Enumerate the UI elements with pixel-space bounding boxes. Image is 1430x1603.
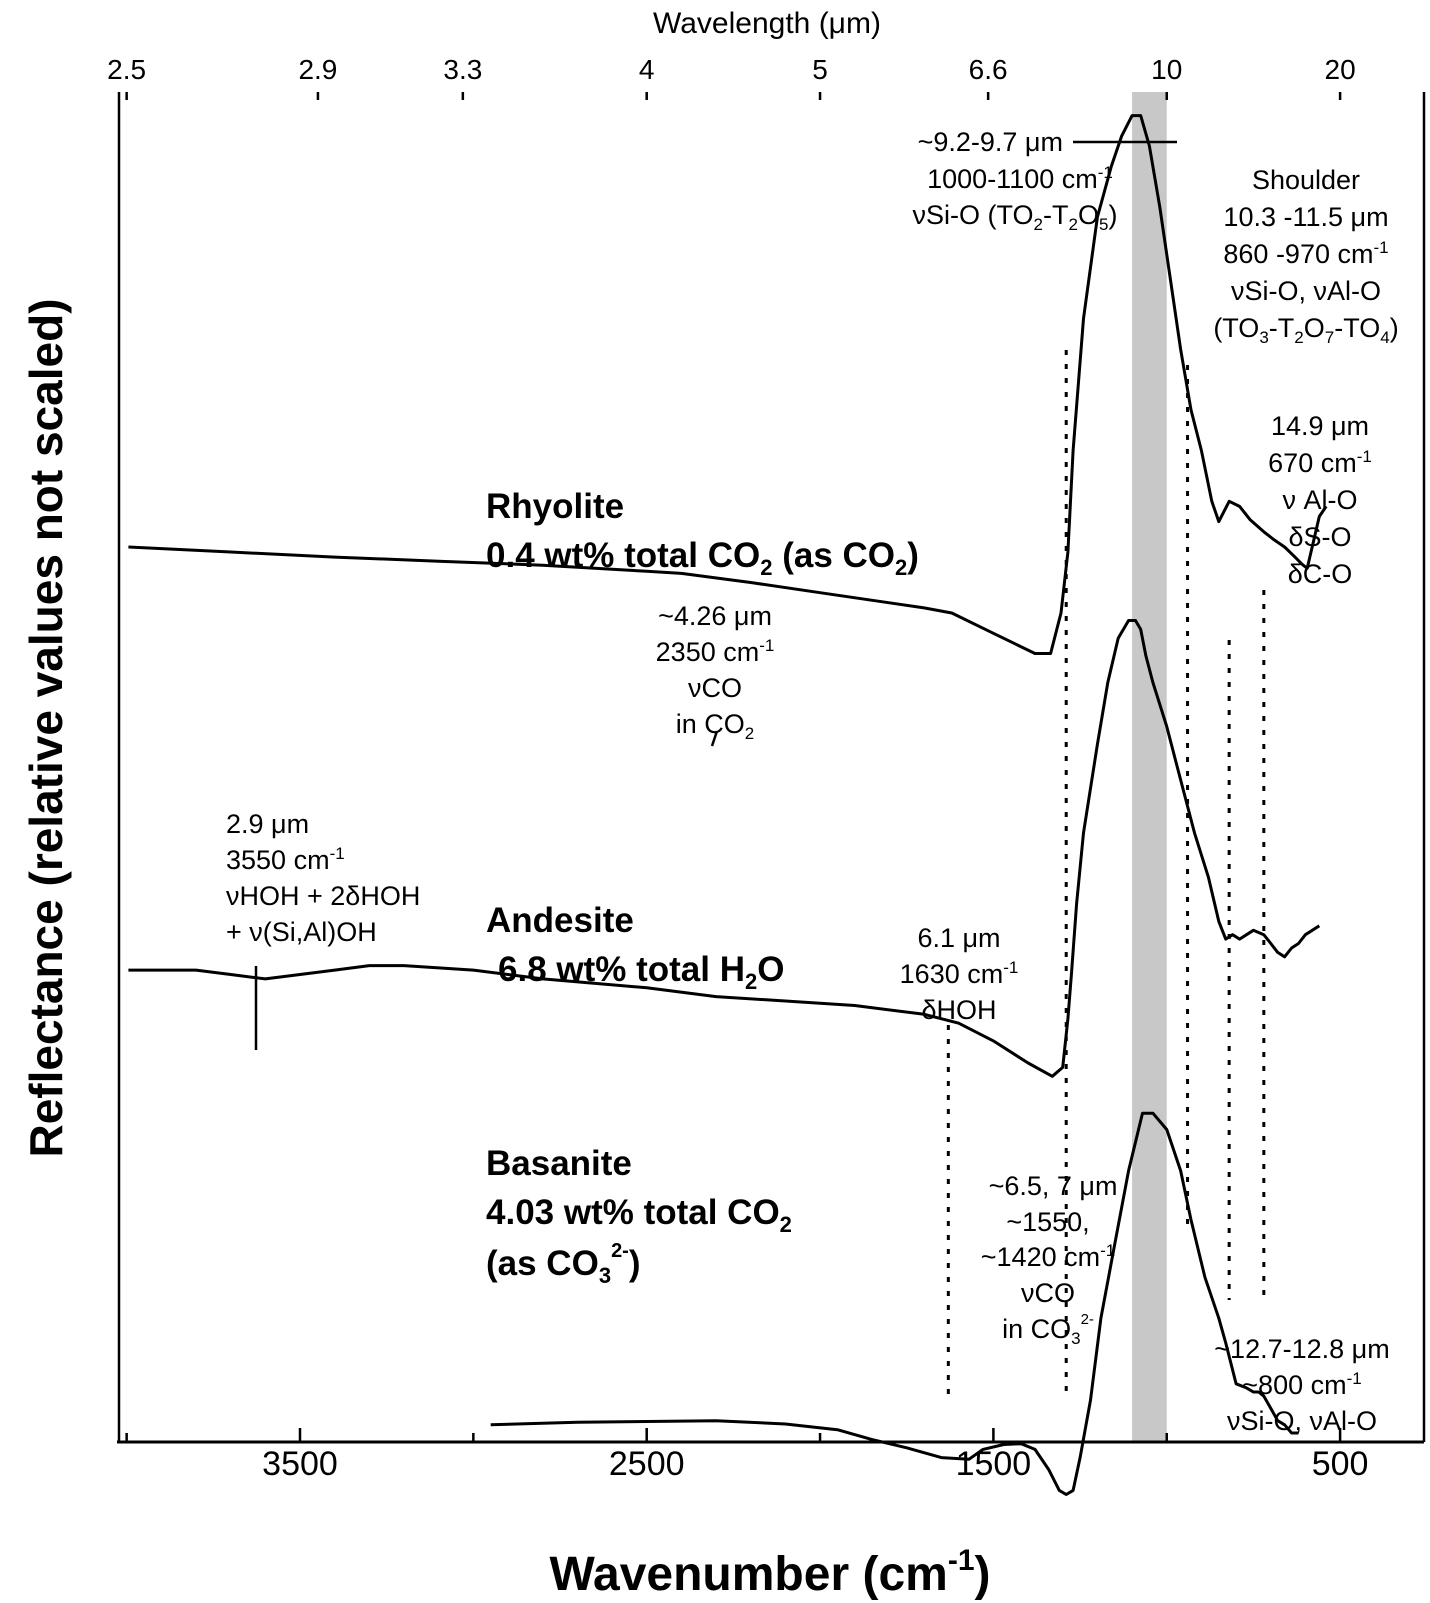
svg-text:Basanite: Basanite (486, 1144, 632, 1183)
svg-text:νCO: νCO (1021, 1278, 1075, 1308)
marker-lines (946, 350, 1266, 1400)
svg-text:~6.5, 7 μm: ~6.5, 7 μm (989, 1171, 1118, 1201)
x2-tick-label-20: 20 (1325, 54, 1356, 85)
svg-text:Andesite: Andesite (486, 901, 634, 940)
x-tick-label-3500: 3500 (262, 1445, 338, 1483)
svg-text:670 cm-1: 670 cm-1 (1268, 447, 1372, 478)
svg-text:~9.2-9.7 μm: ~9.2-9.7 μm (918, 127, 1063, 157)
x-tick-label-500: 500 (1312, 1445, 1369, 1483)
svg-text:δHOH: δHOH (921, 995, 996, 1025)
svg-text:νHOH + 2δHOH: νHOH + 2δHOH (226, 881, 420, 911)
svg-text:δC-O: δC-O (1288, 559, 1353, 589)
svg-text:νCO: νCO (688, 673, 742, 703)
svg-text:~4.26 μm: ~4.26 μm (658, 601, 772, 631)
svg-text:1630 cm-1: 1630 cm-1 (900, 958, 1019, 989)
svg-text:νSi-O, νAl-O: νSi-O, νAl-O (1231, 276, 1381, 306)
x-ticks-top: 2.5 2.9 3.3 4 5 6.6 10 20 (107, 54, 1356, 100)
shaded-band-1000-1100 (1132, 92, 1167, 1442)
svg-text:~12.7-12.8 μm: ~12.7-12.8 μm (1214, 1334, 1389, 1364)
series-basanite (490, 1111, 1299, 1496)
x2-tick-label-2.9: 2.9 (298, 54, 337, 85)
svg-text:4.03 wt% total CO2: 4.03 wt% total CO2 (486, 1193, 792, 1237)
x2-tick-label-6.6: 6.6 (969, 54, 1008, 85)
svg-text:14.9 μm: 14.9 μm (1271, 411, 1369, 441)
x-axis-title: Wavenumber (cm-1) (550, 1544, 991, 1601)
svg-text:2350 cm-1: 2350 cm-1 (656, 636, 775, 667)
svg-text:in CO32-: in CO32- (1002, 1311, 1094, 1348)
label-basanite: Basanite 4.03 wt% total CO2 (as CO32-) (486, 1144, 792, 1288)
annotation-hoh: 6.1 μm 1630 cm-1 δHOH (900, 923, 1019, 1025)
svg-text:~1420 cm-1: ~1420 cm-1 (981, 1241, 1115, 1272)
svg-text:(as CO32-): (as CO32-) (486, 1240, 641, 1288)
svg-text:6.8 wt% total H2O: 6.8 wt% total H2O (498, 950, 784, 994)
y-axis-title: Reflectance (relative values not scaled) (20, 298, 72, 1157)
label-andesite: Andesite 6.8 wt% total H2O (486, 901, 784, 994)
svg-text:2.9 μm: 2.9 μm (226, 809, 309, 839)
x2-tick-label-10: 10 (1151, 54, 1182, 85)
x-ticks-bottom: 3500 2500 1500 500 (125, 1428, 1369, 1483)
svg-text:860 -970 cm-1: 860 -970 cm-1 (1223, 238, 1388, 269)
svg-text:~800 cm-1: ~800 cm-1 (1242, 1369, 1361, 1400)
svg-text:1000-1100 cm-1: 1000-1100 cm-1 (927, 163, 1113, 194)
annotation-12-7-um: ~12.7-12.8 μm ~800 cm-1 νSi-O, νAl-O (1214, 1334, 1389, 1436)
x-tick-label-2500: 2500 (609, 1445, 685, 1483)
x-tick-label-1500: 1500 (956, 1445, 1032, 1483)
label-rhyolite: Rhyolite 0.4 wt% total CO2 (as CO2) (486, 487, 919, 580)
svg-text:~1550,: ~1550, (1006, 1207, 1089, 1237)
x2-axis-title: Wavelength (μm) (653, 7, 881, 40)
svg-text:Shoulder: Shoulder (1252, 165, 1360, 195)
svg-text:νSi-O (TO2-T2O5): νSi-O (TO2-T2O5) (913, 200, 1118, 234)
svg-text:3550 cm-1: 3550 cm-1 (226, 844, 345, 875)
annotation-sio-peak: ~9.2-9.7 μm 1000-1100 cm-1 νSi-O (TO2-T2… (913, 127, 1177, 234)
annotation-14-9-um: 14.9 μm 670 cm-1 ν Al-O δS-O δC-O (1268, 411, 1372, 589)
svg-text:0.4 wt% total CO2 (as CO2): 0.4 wt% total CO2 (as CO2) (486, 536, 919, 580)
series-rhyolite (128, 114, 1328, 655)
svg-text:νSi-O, νAl-O: νSi-O, νAl-O (1227, 1406, 1377, 1436)
annotation-shoulder: Shoulder 10.3 -11.5 μm 860 -970 cm-1 νSi… (1213, 165, 1398, 347)
series-andesite (128, 619, 1321, 1078)
x2-tick-label-3.3: 3.3 (443, 54, 482, 85)
svg-text:10.3 -11.5 μm: 10.3 -11.5 μm (1223, 202, 1388, 232)
svg-text:(TO3-T2O7-TO4): (TO3-T2O7-TO4) (1213, 313, 1398, 347)
spectra-curves (128, 114, 1328, 1496)
svg-text:in CO2: in CO2 (676, 709, 755, 743)
annotation-co2: ~4.26 μm 2350 cm-1 νCO in CO2 (656, 601, 775, 747)
svg-text:δS-O: δS-O (1288, 522, 1351, 552)
svg-text:Rhyolite: Rhyolite (486, 487, 624, 526)
x2-tick-label-2.5: 2.5 (107, 54, 146, 85)
svg-text:6.1 μm: 6.1 μm (917, 923, 1000, 953)
svg-text:+ ν(Si,Al)OH: + ν(Si,Al)OH (226, 917, 377, 947)
x2-tick-label-5: 5 (812, 54, 828, 85)
x2-tick-label-4: 4 (639, 54, 655, 85)
annotation-water: 2.9 μm 3550 cm-1 νHOH + 2δHOH + ν(Si,Al)… (226, 809, 420, 1050)
svg-text:ν Al-O: ν Al-O (1282, 485, 1357, 515)
annotation-carbonate: ~6.5, 7 μm ~1550, ~1420 cm-1 νCO in CO32… (981, 1171, 1118, 1348)
